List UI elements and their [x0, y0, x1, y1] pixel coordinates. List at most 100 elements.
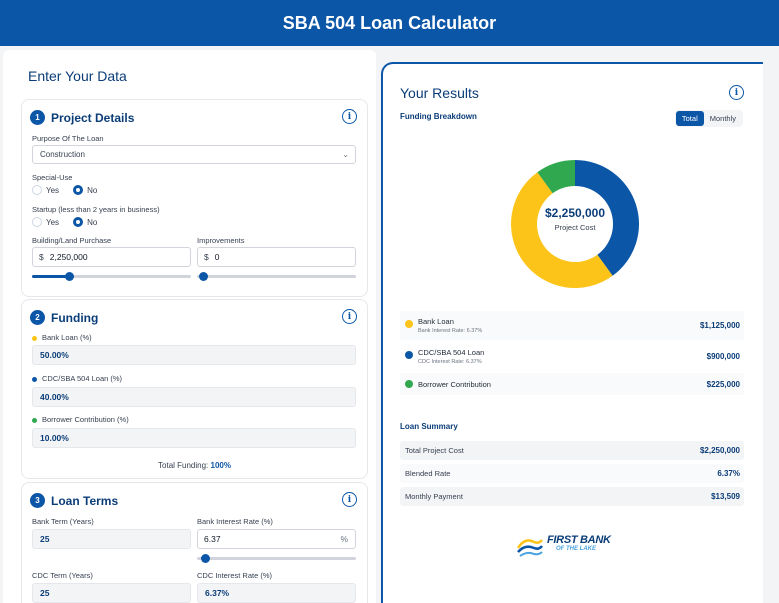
results-panel: Your Results i Funding Breakdown Total M…	[381, 62, 763, 603]
section-title: Funding	[51, 310, 99, 325]
borrower-pct-label: Borrower Contribution (%)	[32, 415, 129, 424]
donut-slice-borrower-contribution	[537, 160, 575, 194]
toggle-monthly[interactable]: Monthly	[709, 114, 736, 123]
improvements-input[interactable]: $ 0	[197, 247, 356, 267]
purpose-label: Purpose Of The Loan	[32, 134, 104, 143]
legend-value: $225,000	[706, 380, 740, 389]
bank-term-field: 25	[32, 529, 191, 549]
legend-name: CDC/SBA 504 Loan	[418, 348, 485, 357]
legend-cdc-loan: CDC/SBA 504 Loan CDC Interest Rate: 6.37…	[400, 342, 744, 371]
summary-value: $2,250,000	[699, 446, 740, 455]
borrower-legend-dot	[405, 380, 413, 388]
cdc-rate-field: 6.37%	[197, 583, 356, 603]
cdc-loan-legend-dot	[405, 351, 413, 359]
bank-rate-slider-handle[interactable]	[201, 554, 210, 563]
bank-rate-value: 6.37	[204, 534, 221, 544]
startup-no-radio[interactable]	[73, 217, 84, 227]
loan-terms-card: 3 Loan Terms i Bank Term (Years) 25 Bank…	[21, 482, 368, 603]
building-slider[interactable]	[32, 272, 191, 281]
legend-borrower: Borrower Contribution $225,000	[400, 373, 744, 395]
results-panel-title: Your Results	[400, 85, 479, 101]
project-cost-amount: $2,250,000	[544, 206, 606, 220]
section-number-badge: 2	[30, 310, 45, 325]
cdc-loan-pct-text: CDC/SBA 504 Loan (%)	[42, 374, 123, 383]
improvements-slider-handle[interactable]	[199, 272, 208, 281]
building-input[interactable]: $ 2,250,000	[32, 247, 191, 267]
purpose-value: Construction	[40, 150, 85, 159]
summary-row-blended-rate: Blended Rate 6.37%	[400, 464, 744, 483]
input-panel-title: Enter Your Data	[28, 68, 127, 84]
cdc-term-field: 25	[32, 583, 191, 603]
borrower-pct-field: 10.00%	[32, 428, 356, 448]
info-icon[interactable]: i	[342, 109, 357, 124]
cdc-loan-pct-field: 40.00%	[32, 387, 356, 407]
currency-prefix: $	[39, 252, 44, 262]
funding-header: 2 Funding	[30, 310, 98, 325]
funding-breakdown-label: Funding Breakdown	[400, 112, 477, 121]
borrower-pct-text: Borrower Contribution (%)	[42, 415, 129, 424]
bank-rate-slider[interactable]	[197, 554, 356, 563]
radio-label-yes: Yes	[46, 185, 60, 195]
summary-value: 6.37%	[717, 469, 740, 478]
bank-term-label: Bank Term (Years)	[32, 517, 94, 526]
donut-slice-bank-loan	[511, 172, 613, 288]
project-cost-caption: Project Cost	[554, 223, 596, 232]
section-number-badge: 3	[30, 493, 45, 508]
app-title: SBA 504 Loan Calculator	[282, 12, 497, 33]
cdc-loan-pct-label: CDC/SBA 504 Loan (%)	[32, 374, 122, 383]
wave-logo-icon	[516, 539, 543, 557]
summary-label: Monthly Payment	[405, 492, 463, 501]
bank-loan-pct-label: Bank Loan (%)	[32, 333, 92, 342]
bank-loan-legend-dot	[405, 320, 413, 328]
logo-line-2: OF THE LAKE	[556, 546, 596, 552]
special-use-radio-group: Yes No	[32, 185, 97, 195]
first-bank-logo: FIRST BANK OF THE LAKE	[516, 532, 631, 562]
currency-prefix: $	[204, 252, 209, 262]
donut-slice-cdc-sba-504-loan	[575, 160, 639, 276]
improvements-slider[interactable]	[197, 272, 356, 281]
improvements-value: 0	[214, 252, 220, 262]
startup-radio-group: Yes No	[32, 217, 97, 227]
bank-loan-pct-field: 50.00%	[32, 345, 356, 365]
total-funding: Total Funding: 100%	[22, 461, 367, 470]
toggle-total[interactable]: Total	[675, 111, 704, 126]
legend-name: Bank Loan	[418, 317, 454, 326]
funding-card: 2 Funding i Bank Loan (%) 50.00% CDC/SBA…	[21, 299, 368, 479]
building-slider-handle[interactable]	[65, 272, 74, 281]
project-details-card: 1 Project Details i Purpose Of The Loan …	[21, 99, 368, 297]
summary-value: $13,509	[711, 492, 740, 501]
special-use-yes-radio[interactable]	[32, 185, 42, 195]
info-icon[interactable]: i	[729, 85, 744, 100]
input-panel: Enter Your Data 1 Project Details i Purp…	[3, 50, 376, 603]
info-icon[interactable]: i	[342, 492, 357, 507]
bank-rate-label: Bank Interest Rate (%)	[197, 517, 273, 526]
legend-rate: CDC Interest Rate: 6.37%	[418, 359, 482, 365]
building-label: Building/Land Purchase	[32, 236, 112, 245]
total-funding-value: 100%	[210, 461, 231, 470]
chevron-down-icon: ⌄	[342, 150, 349, 159]
section-number-badge: 1	[30, 110, 45, 125]
total-funding-label: Total Funding:	[158, 461, 209, 470]
startup-yes-radio[interactable]	[32, 217, 42, 227]
legend-name: Borrower Contribution	[418, 380, 491, 389]
improvements-label: Improvements	[197, 236, 245, 245]
purpose-select[interactable]: Construction ⌄	[32, 145, 356, 164]
logo-line-1: FIRST BANK	[547, 534, 611, 546]
legend-value: $900,000	[706, 352, 740, 361]
cdc-loan-color-dot	[32, 376, 37, 382]
bank-loan-pct-text: Bank Loan (%)	[42, 333, 92, 342]
section-title: Project Details	[51, 110, 135, 125]
radio-label-no: No	[87, 217, 98, 227]
borrower-color-dot	[32, 417, 37, 423]
radio-label-no: No	[87, 185, 98, 195]
special-use-no-radio[interactable]	[73, 185, 84, 195]
info-icon[interactable]: i	[342, 309, 357, 324]
app-header: SBA 504 Loan Calculator	[0, 0, 779, 46]
bank-rate-input[interactable]: 6.37 %	[197, 529, 356, 549]
radio-label-yes: Yes	[46, 217, 60, 227]
loan-summary-title: Loan Summary	[400, 422, 458, 431]
summary-label: Blended Rate	[405, 469, 451, 478]
summary-label: Total Project Cost	[405, 446, 464, 455]
startup-label: Startup (less than 2 years in business)	[32, 205, 160, 214]
summary-row-total-cost: Total Project Cost $2,250,000	[400, 441, 744, 460]
